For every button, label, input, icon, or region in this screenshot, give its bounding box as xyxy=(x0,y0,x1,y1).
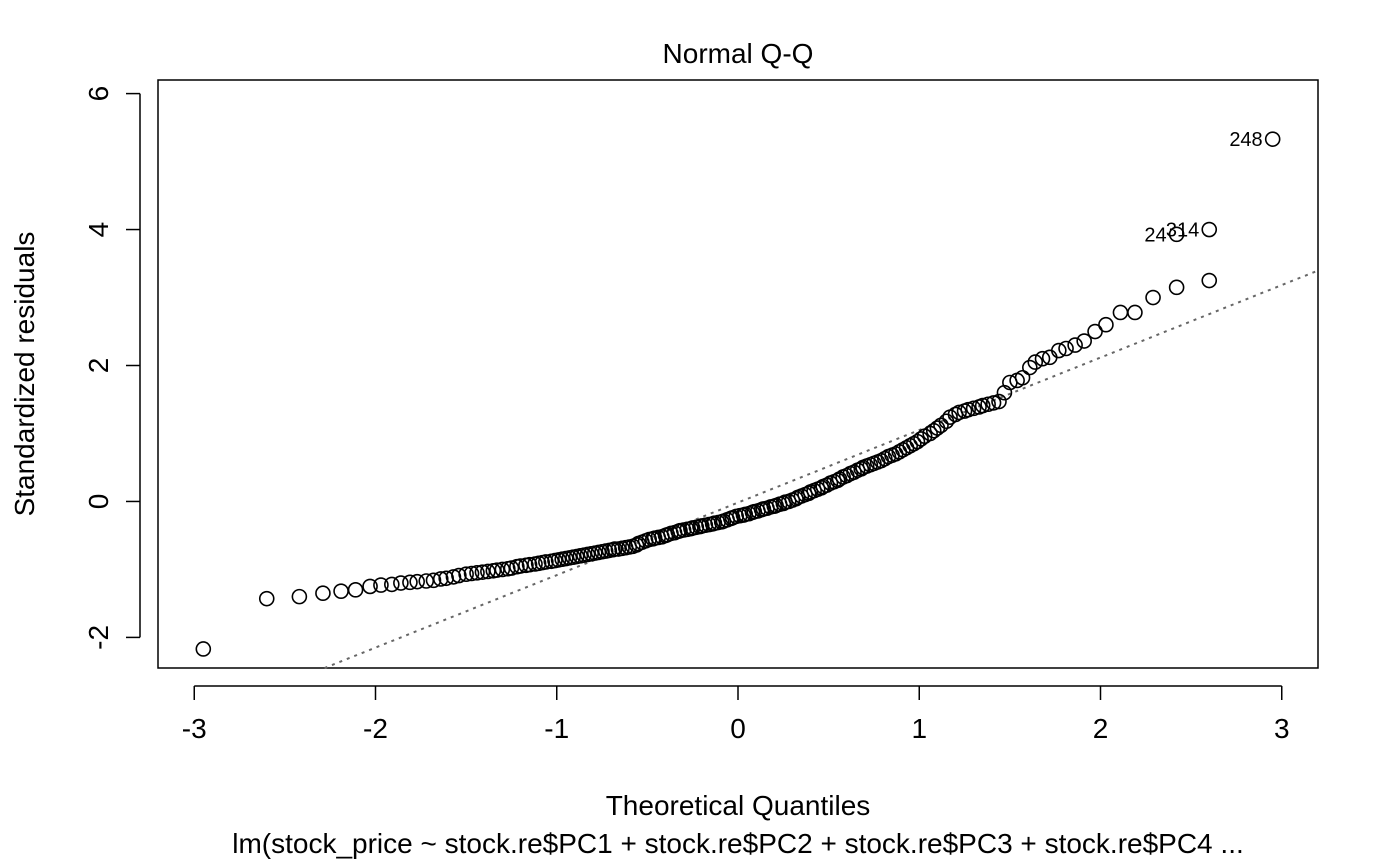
data-point xyxy=(1098,316,1114,333)
data-point xyxy=(902,437,918,454)
data-point xyxy=(877,450,893,467)
data-point xyxy=(1127,304,1143,321)
x-tick-label: -2 xyxy=(363,713,388,744)
data-point xyxy=(974,397,991,414)
outlier-label: 24 xyxy=(1144,224,1166,246)
y-tick-label: 0 xyxy=(83,494,114,510)
y-tick-label: 2 xyxy=(83,358,114,374)
data-point xyxy=(965,400,982,417)
data-point xyxy=(980,396,996,413)
data-point xyxy=(409,573,425,590)
data-point xyxy=(1201,272,1218,289)
data-point xyxy=(1112,304,1129,321)
data-point xyxy=(1067,337,1083,353)
data-point xyxy=(538,554,554,570)
data-point xyxy=(1168,279,1185,296)
data-point xyxy=(315,585,331,602)
x-tick-label: 2 xyxy=(1093,713,1109,744)
data-point xyxy=(1168,226,1185,243)
x-tick-label: 1 xyxy=(911,713,927,744)
data-point xyxy=(469,565,485,581)
outlier-label: 314 xyxy=(1166,220,1199,242)
chart-title: Normal Q-Q xyxy=(663,38,814,69)
data-point xyxy=(347,582,364,598)
y-tick-label: 4 xyxy=(83,222,114,238)
data-point xyxy=(1201,221,1218,238)
data-point xyxy=(503,560,520,576)
data-point xyxy=(1264,131,1281,147)
data-point xyxy=(1022,359,1038,376)
data-point xyxy=(1051,342,1067,359)
data-point xyxy=(951,404,967,421)
data-point xyxy=(1145,289,1161,306)
data-points xyxy=(195,131,1281,657)
reference-line xyxy=(324,269,1319,669)
model-formula-subtitle: lm(stock_price ~ stock.re$PC1 + stock.re… xyxy=(232,828,1244,859)
data-point xyxy=(402,574,418,591)
data-point xyxy=(494,561,511,578)
data-point xyxy=(1087,323,1103,340)
outlier-label: 248 xyxy=(1229,129,1262,151)
data-point xyxy=(373,577,389,593)
y-tick-label: 6 xyxy=(83,86,114,102)
x-tick-label: -3 xyxy=(182,713,207,744)
data-point xyxy=(258,590,275,607)
data-point xyxy=(819,477,835,493)
data-point xyxy=(991,393,1007,410)
data-point xyxy=(521,556,538,573)
data-point xyxy=(846,464,862,481)
data-point xyxy=(195,641,212,657)
data-point xyxy=(291,588,308,605)
data-point xyxy=(362,578,378,595)
data-point xyxy=(333,583,349,599)
x-axis-label: Theoretical Quantiles xyxy=(606,790,871,821)
data-point xyxy=(425,572,442,589)
y-axis-label: Standardized residuals xyxy=(9,232,40,517)
data-point xyxy=(458,566,474,582)
outlier-labels: 248 24 314 xyxy=(1144,129,1262,246)
data-point xyxy=(393,575,409,591)
x-axis: -3 -2 -1 0 1 2 3 xyxy=(182,685,1290,744)
x-tick-label: -1 xyxy=(544,713,569,744)
data-point xyxy=(384,576,400,593)
data-point xyxy=(985,395,1002,411)
data-point xyxy=(451,567,467,584)
y-axis: -2 0 2 4 6 xyxy=(83,86,141,650)
data-point xyxy=(1076,333,1092,349)
data-point xyxy=(1014,369,1031,386)
x-tick-label: 0 xyxy=(730,713,746,744)
data-point xyxy=(432,571,449,587)
data-point xyxy=(960,401,976,418)
data-point xyxy=(1027,354,1044,370)
reference-line-segment xyxy=(324,269,1319,669)
data-point xyxy=(933,417,949,434)
y-tick-label: -2 xyxy=(83,625,114,650)
data-point xyxy=(1034,350,1051,367)
plot-frame xyxy=(157,79,1319,669)
data-point xyxy=(1058,340,1074,357)
data-point xyxy=(913,431,929,447)
x-tick-label: 3 xyxy=(1274,713,1290,744)
data-point xyxy=(463,565,480,582)
